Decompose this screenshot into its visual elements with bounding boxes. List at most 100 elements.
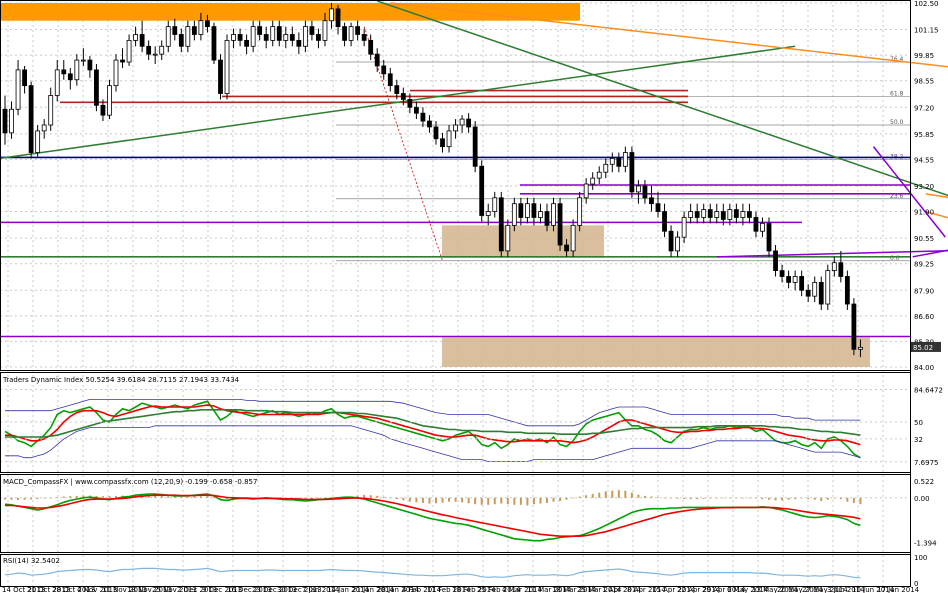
candle-body[interactable]: [198, 20, 204, 35]
candle-body[interactable]: [218, 59, 223, 94]
candle-body[interactable]: [120, 59, 125, 63]
candle-body[interactable]: [211, 26, 217, 61]
candle-body[interactable]: [348, 26, 354, 41]
candle-body[interactable]: [100, 104, 106, 116]
candle-body[interactable]: [420, 112, 426, 122]
candle-body[interactable]: [302, 26, 308, 47]
candle-body[interactable]: [760, 222, 765, 232]
candle-body[interactable]: [681, 217, 687, 238]
trendline[interactable]: [376, 0, 948, 206]
trendline[interactable]: [872, 146, 946, 238]
candle-body[interactable]: [231, 34, 236, 41]
candle-body[interactable]: [172, 26, 178, 35]
candle-body[interactable]: [596, 171, 602, 179]
candle-body[interactable]: [472, 126, 478, 167]
candle-body[interactable]: [773, 250, 778, 271]
candle-body[interactable]: [459, 118, 465, 126]
candle-body[interactable]: [28, 85, 34, 153]
candle-body[interactable]: [427, 120, 432, 128]
candle-body[interactable]: [603, 163, 609, 173]
candle-body[interactable]: [48, 95, 54, 126]
candle-body[interactable]: [831, 262, 837, 271]
candle-body[interactable]: [792, 276, 798, 283]
candle-body[interactable]: [257, 26, 263, 35]
candle-body[interactable]: [662, 211, 667, 232]
candle-body[interactable]: [740, 211, 746, 218]
candle-body[interactable]: [577, 197, 583, 226]
candle-body[interactable]: [727, 209, 733, 220]
candle-body[interactable]: [329, 8, 334, 22]
candle-body[interactable]: [655, 203, 661, 212]
candle-body[interactable]: [283, 34, 289, 41]
candle-body[interactable]: [126, 39, 132, 63]
price-panel[interactable]: 76.461.850.038.223.60.0: [0, 0, 948, 367]
candle-body[interactable]: [440, 138, 445, 148]
candle-body[interactable]: [675, 236, 680, 252]
candle-body[interactable]: [714, 211, 720, 218]
candle-body[interactable]: [766, 222, 772, 252]
candle-body[interactable]: [622, 152, 628, 167]
candle-body[interactable]: [551, 203, 556, 226]
candle-body[interactable]: [41, 124, 47, 132]
candle-body[interactable]: [224, 39, 230, 94]
candle-body[interactable]: [335, 8, 341, 28]
candle-body[interactable]: [67, 73, 73, 81]
candle-body[interactable]: [446, 130, 452, 148]
candle-body[interactable]: [316, 34, 321, 41]
candle-body[interactable]: [237, 34, 243, 41]
candle-body[interactable]: [799, 276, 805, 291]
candle-body[interactable]: [733, 209, 739, 218]
candle-body[interactable]: [2, 108, 8, 134]
candle-body[interactable]: [557, 203, 563, 246]
candle-body[interactable]: [616, 158, 622, 167]
candle-body[interactable]: [263, 34, 269, 41]
candle-body[interactable]: [636, 185, 641, 193]
candle-body[interactable]: [786, 276, 791, 283]
candle-body[interactable]: [433, 126, 439, 140]
candle-body[interactable]: [244, 39, 250, 47]
candle-body[interactable]: [80, 59, 86, 62]
candle-body[interactable]: [479, 165, 485, 216]
candle-body[interactable]: [688, 211, 694, 218]
trendline[interactable]: [0, 45, 796, 160]
candle-body[interactable]: [511, 203, 517, 226]
candle-body[interactable]: [159, 45, 165, 55]
candle-body[interactable]: [381, 65, 387, 75]
candle-body[interactable]: [525, 203, 530, 218]
candle-body[interactable]: [609, 158, 615, 165]
candle-body[interactable]: [9, 108, 14, 134]
candle-body[interactable]: [289, 34, 295, 41]
candle-body[interactable]: [139, 34, 145, 47]
candle-body[interactable]: [361, 34, 367, 41]
candle-body[interactable]: [113, 59, 119, 87]
candle-body[interactable]: [851, 303, 857, 350]
candle-body[interactable]: [844, 276, 850, 305]
candle-body[interactable]: [22, 69, 27, 87]
candle-body[interactable]: [152, 53, 158, 56]
candle-body[interactable]: [205, 20, 210, 28]
candle-body[interactable]: [322, 20, 328, 41]
candle-body[interactable]: [642, 185, 648, 199]
candle-body[interactable]: [185, 26, 191, 47]
candle-body[interactable]: [342, 26, 347, 41]
candle-body[interactable]: [812, 281, 818, 297]
candle-body[interactable]: [35, 130, 41, 153]
candle-body[interactable]: [544, 211, 550, 226]
candle-body[interactable]: [374, 53, 380, 67]
candle-body[interactable]: [485, 211, 491, 216]
candle-body[interactable]: [133, 34, 139, 41]
candle-body[interactable]: [498, 197, 504, 252]
candle-body[interactable]: [15, 69, 21, 110]
candle-body[interactable]: [165, 26, 171, 47]
candle-body[interactable]: [453, 124, 458, 132]
candle-body[interactable]: [825, 270, 831, 305]
macd-panel[interactable]: MACD_CompassFX | www.compassfx.com (12,2…: [0, 478, 910, 542]
candle-body[interactable]: [492, 197, 498, 212]
candle-body[interactable]: [805, 289, 811, 297]
candle-body[interactable]: [407, 99, 413, 108]
candle-body[interactable]: [747, 211, 752, 218]
candle-body[interactable]: [394, 85, 400, 94]
candle-body[interactable]: [858, 346, 863, 350]
candle-body[interactable]: [466, 118, 472, 128]
candle-body[interactable]: [629, 152, 635, 193]
